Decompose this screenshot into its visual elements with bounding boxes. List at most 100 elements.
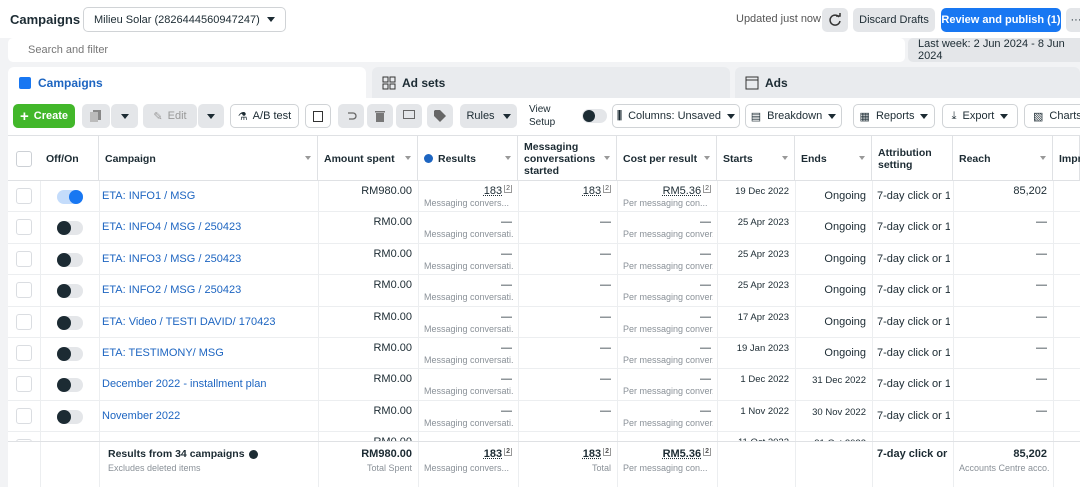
table-row[interactable]: ETA: INFO4 / MSG / 250423 RM0.00— Messagin… [8,212,1080,244]
toggle-knob [57,252,71,267]
row-checkbox[interactable] [16,376,32,393]
sort-caret[interactable] [1040,156,1046,160]
campaign-link[interactable]: ETA: INFO3 / MSG / 250423 [102,252,242,265]
table-row[interactable]: ETA: INFO3 / MSG / 250423 RM0.00— Messagin… [8,244,1080,276]
date-range[interactable]: Last week: 2 Jun 2024 - 8 Jun 2024 [908,38,1080,62]
create-button[interactable]: + Create [13,104,75,128]
ab-test-button[interactable]: ⚗ A/B test [230,104,299,128]
sort-caret[interactable] [305,156,311,160]
create-label: Create [33,110,68,122]
column-header[interactable]: Messaging conversations started [518,136,617,181]
footer-reach: 85,202 [953,448,1047,460]
tag-button[interactable] [427,104,453,128]
caret [207,113,215,119]
cell-subtext: Messaging conversati... [424,292,514,303]
rules-label: Rules [466,110,495,122]
rules-button[interactable]: Rules [460,104,517,128]
column-header[interactable]: Cost per result [617,136,717,181]
refresh-button[interactable] [822,8,848,32]
publish-button[interactable]: Review and publish (1) [941,8,1061,32]
preview-button[interactable] [396,104,422,128]
more-button[interactable]: ··· [1066,8,1080,32]
row-checkbox[interactable] [16,407,32,424]
duplicate-button[interactable] [82,104,110,128]
column-header[interactable]: Campaign [99,136,318,181]
row-checkbox[interactable] [16,282,32,299]
table-row[interactable]: ETA: INFO1 / MSG RM980.00 183 2 Messaging co… [8,181,1080,213]
campaign-link[interactable]: ETA: TESTIMONY/ MSG [102,347,224,359]
campaign-link[interactable]: ETA: Video / TESTI DAVID/ 170423 [102,315,276,328]
sort-caret[interactable] [505,156,511,160]
delete-button[interactable] [367,104,393,128]
campaign-link[interactable]: ETA: INFO1 / MSG [102,190,196,202]
campaign-link[interactable]: November 2022 [102,409,181,422]
campaign-link[interactable]: December 2022 - installment plan [102,378,267,391]
column-header[interactable]: Reach [953,136,1053,181]
status-toggle[interactable] [57,347,83,361]
discard-button[interactable]: Discard Drafts [853,8,935,32]
amount-spent-value: RM0.00 [373,404,412,417]
reports-button[interactable]: ▦ Reports [853,104,935,128]
column-header[interactable]: Starts [717,136,795,181]
reach: — [953,311,1047,323]
table-row[interactable]: November 2022 RM0.00— Messaging conversati… [8,401,1080,433]
status-toggle[interactable] [57,378,83,393]
status-toggle[interactable] [57,221,83,236]
table-row[interactable]: ETA: INFO2 / MSG / 250423 RM0.00— Messagin… [8,275,1080,307]
edit-menu[interactable] [198,104,224,128]
column-header[interactable]: Amount spent [318,136,418,181]
sort-caret[interactable] [604,156,610,160]
row-checkbox[interactable] [16,345,32,361]
export-button[interactable]: ⤓ Export [942,104,1018,128]
charts-button[interactable]: ▧ Charts [1024,104,1080,128]
view-setup-toggle[interactable] [582,109,607,123]
undo-button[interactable] [338,104,364,128]
view-setup-label: View Setup [529,104,556,128]
table-row[interactable]: ETA: Video / TESTI DAVID/ 170423 RM0.00— M… [8,307,1080,338]
column-header[interactable]: Ends [795,136,872,181]
info-icon[interactable] [248,449,258,459]
status-toggle[interactable] [57,315,83,330]
columns-button[interactable]: ⫼ Columns: Unsaved [612,104,740,128]
start-date: 25 Apr 2023 [737,248,789,260]
sort-caret[interactable] [859,156,865,160]
column-header[interactable]: Attribution setting [872,136,953,181]
preview-icon [403,110,415,119]
table-row[interactable]: December 2022 - installment plan RM0.00— M… [8,369,1080,401]
tab-adsets[interactable]: Ad sets [372,67,730,98]
status-toggle[interactable] [57,284,83,299]
status-toggle[interactable] [57,409,83,424]
sort-caret[interactable] [405,156,411,160]
header-label: Amount spent [324,152,395,165]
amount-spent: RM0.00 [318,216,412,228]
status-toggle[interactable] [57,252,83,267]
select-all[interactable] [16,151,32,167]
campaign-icon [19,76,31,89]
search-box[interactable]: Search and filter [8,38,905,62]
clipboard-button[interactable] [305,104,331,128]
campaign-link[interactable]: ETA: INFO2 / MSG / 250423 [102,284,242,297]
status-toggle[interactable] [57,190,83,204]
table-row[interactable]: ETA: TESTIMONY/ MSG RM0.00— Messaging conv… [8,338,1080,370]
column-divider [518,442,519,487]
duplicate-menu[interactable] [111,104,138,128]
reach: 85,202 [953,185,1047,197]
tab-campaigns[interactable]: Campaigns [8,67,366,98]
sort-caret[interactable] [782,156,788,160]
column-divider [795,442,796,487]
column-header[interactable]: Impre [1053,136,1080,181]
account-select[interactable]: Milieu Solar (2826444560947247) [83,7,286,32]
row-checkbox[interactable] [16,313,32,330]
tab-ads[interactable]: Ads [735,67,1080,98]
campaign-link[interactable]: ETA: INFO4 / MSG / 250423 [102,221,242,234]
breakdown-button[interactable]: ▤ Breakdown [745,104,842,128]
column-header[interactable]: Off/On [40,136,99,181]
sort-caret[interactable] [704,156,710,160]
ads-icon [745,76,759,89]
row-checkbox[interactable] [16,250,32,267]
edit-button[interactable]: ✎ Edit [143,104,197,128]
column-header[interactable]: Results [418,136,518,181]
row-checkbox[interactable] [16,188,32,204]
row-checkbox[interactable] [16,219,32,236]
cell-subtext: Messaging conversati... [424,229,514,240]
